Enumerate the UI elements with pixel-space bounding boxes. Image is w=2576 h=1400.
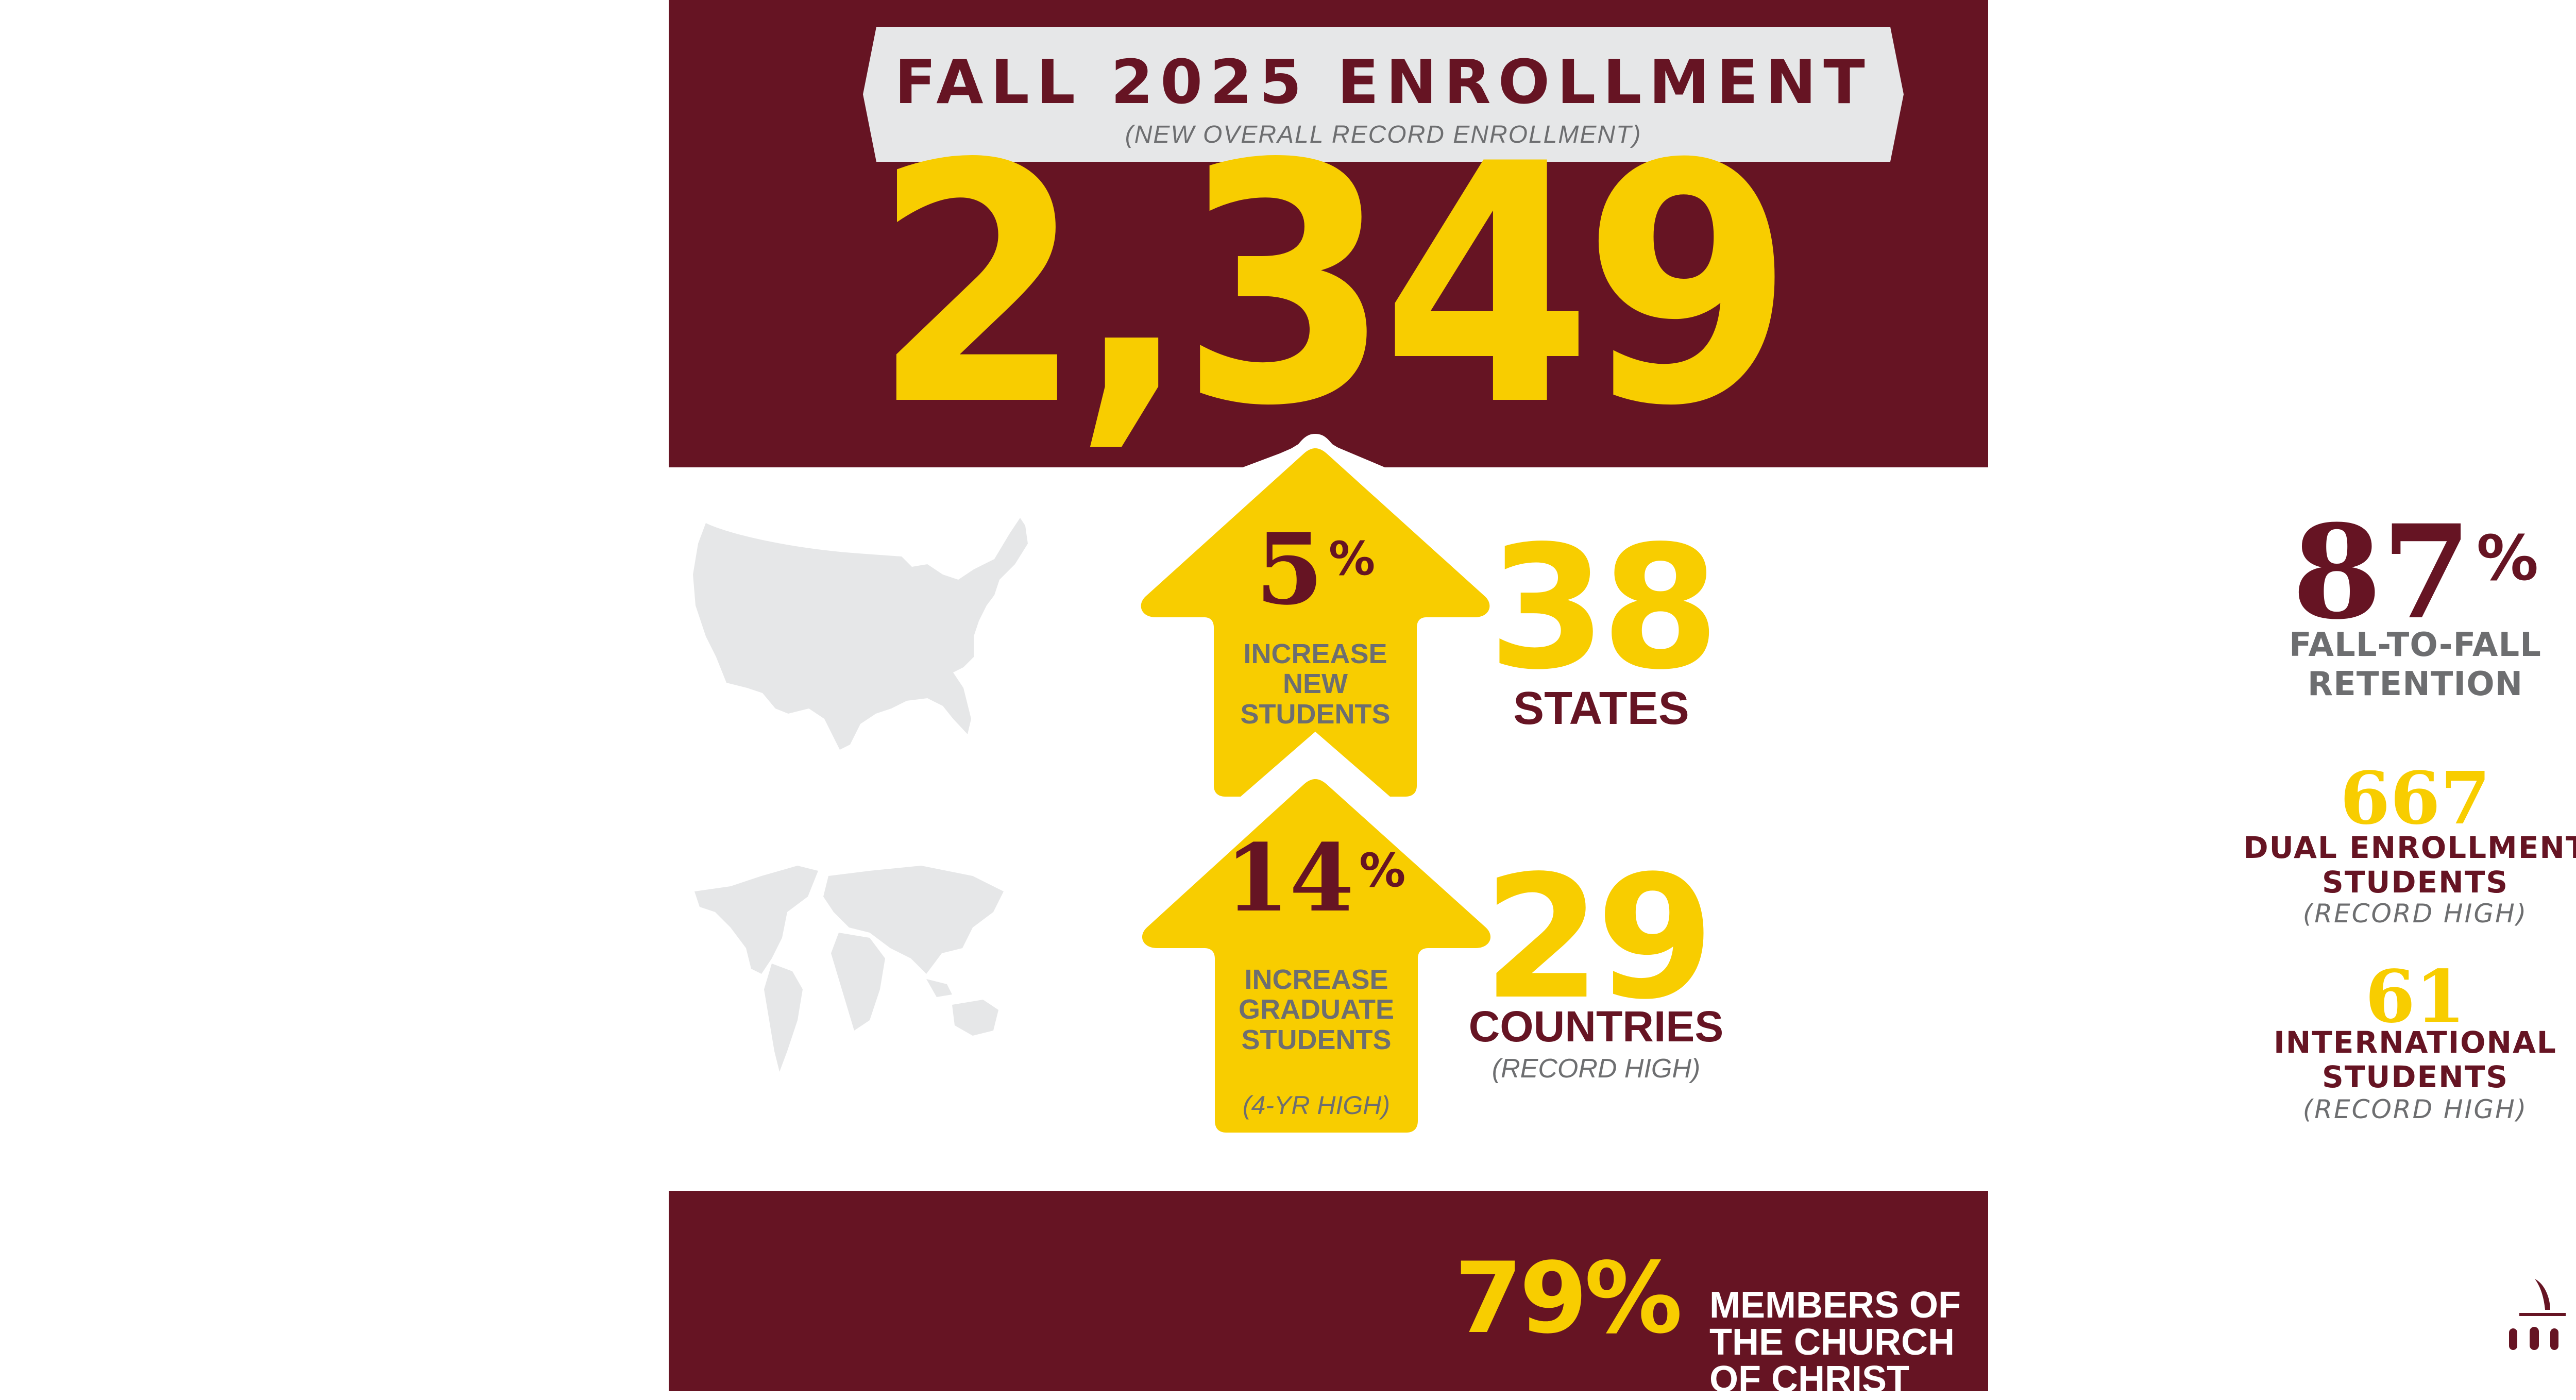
label-line: STUDENTS [1241, 1024, 1392, 1055]
label-line: STUDENTS [2321, 1059, 2509, 1094]
retention-rate: 87% [2219, 508, 2576, 636]
header-band: FALL 2025 ENROLLMENT (NEW OVERALL RECORD… [669, 0, 1988, 467]
church-members-label: MEMBERS OF THE CHURCH OF CHRIST [1709, 1285, 1961, 1400]
countries-note: (RECORD HIGH) [1492, 1054, 1701, 1084]
page-subtitle: (NEW OVERALL RECORD ENROLLMENT) [1125, 121, 1642, 148]
dual-enrollment-note: (RECORD HIGH) [2302, 899, 2528, 929]
international-count: 61 [2365, 955, 2466, 1039]
percent-sign: % [1359, 844, 1406, 898]
label-line: STUDENTS [2321, 864, 2509, 900]
states-label: STATES [1513, 683, 1689, 734]
label-line: FALL-TO-FALL [2289, 626, 2541, 664]
graduate-students-label: INCREASE GRADUATE STUDENTS [1215, 965, 1418, 1055]
dual-enrollment-count: 667 [2340, 756, 2491, 841]
states-count: 38 [1488, 509, 1719, 707]
countries-label: COUNTRIES [1468, 1002, 1724, 1051]
new-students-label: INCREASE NEW STUDENTS [1215, 639, 1416, 729]
enrollment-infographic: FALL 2025 ENROLLMENT (NEW OVERALL RECORD… [669, 0, 2576, 1398]
total-enrollment-number: 2,349 [872, 94, 1794, 478]
new-students-increase: 5% [1215, 520, 1416, 618]
banner-shape [863, 27, 1904, 162]
us-map-icon [693, 518, 1028, 750]
label-line: GRADUATE [1239, 994, 1394, 1025]
label-line: INCREASE [1244, 964, 1388, 995]
percent-sign: % [1329, 532, 1376, 586]
label-line: INTERNATIONAL [2274, 1025, 2557, 1060]
world-map-icon [694, 866, 1004, 1072]
new-students-increase-value: 5 [1255, 512, 1324, 627]
international-note: (RECORD HIGH) [2302, 1094, 2528, 1124]
title-banner: FALL 2025 ENROLLMENT (NEW OVERALL RECORD… [863, 27, 1904, 162]
up-arrow-icon [1141, 434, 1490, 797]
up-arrow-icon [1142, 779, 1491, 1133]
label-line: NEW [1283, 668, 1348, 700]
footer-band [669, 1191, 1988, 1391]
label-line: DUAL ENROLLMENT [2243, 830, 2576, 865]
church-members-percent: 79% [1454, 1241, 1683, 1355]
percent-sign: % [2476, 523, 2539, 595]
graduate-students-increase-value: 14 [1225, 824, 1354, 933]
countries-count: 29 [1483, 839, 1714, 1037]
graduate-students-increase: 14% [1199, 832, 1431, 925]
retention-value: 87 [2292, 496, 2471, 648]
dome-building-icon [2493, 1221, 2575, 1356]
label-line: INCREASE [1243, 638, 1387, 669]
graduate-students-note: (4-YR HIGH) [1242, 1091, 1391, 1120]
label-line: RETENTION [2307, 665, 2523, 703]
retention-label: FALL-TO-FALL RETENTION [2219, 626, 2576, 704]
international-label: INTERNATIONAL STUDENTS [2189, 1025, 2576, 1094]
dual-enrollment-label: DUAL ENROLLMENT STUDENTS [2189, 831, 2576, 899]
page-title: FALL 2025 ENROLLMENT [894, 46, 1872, 117]
label-line: STUDENTS [1240, 698, 1391, 730]
